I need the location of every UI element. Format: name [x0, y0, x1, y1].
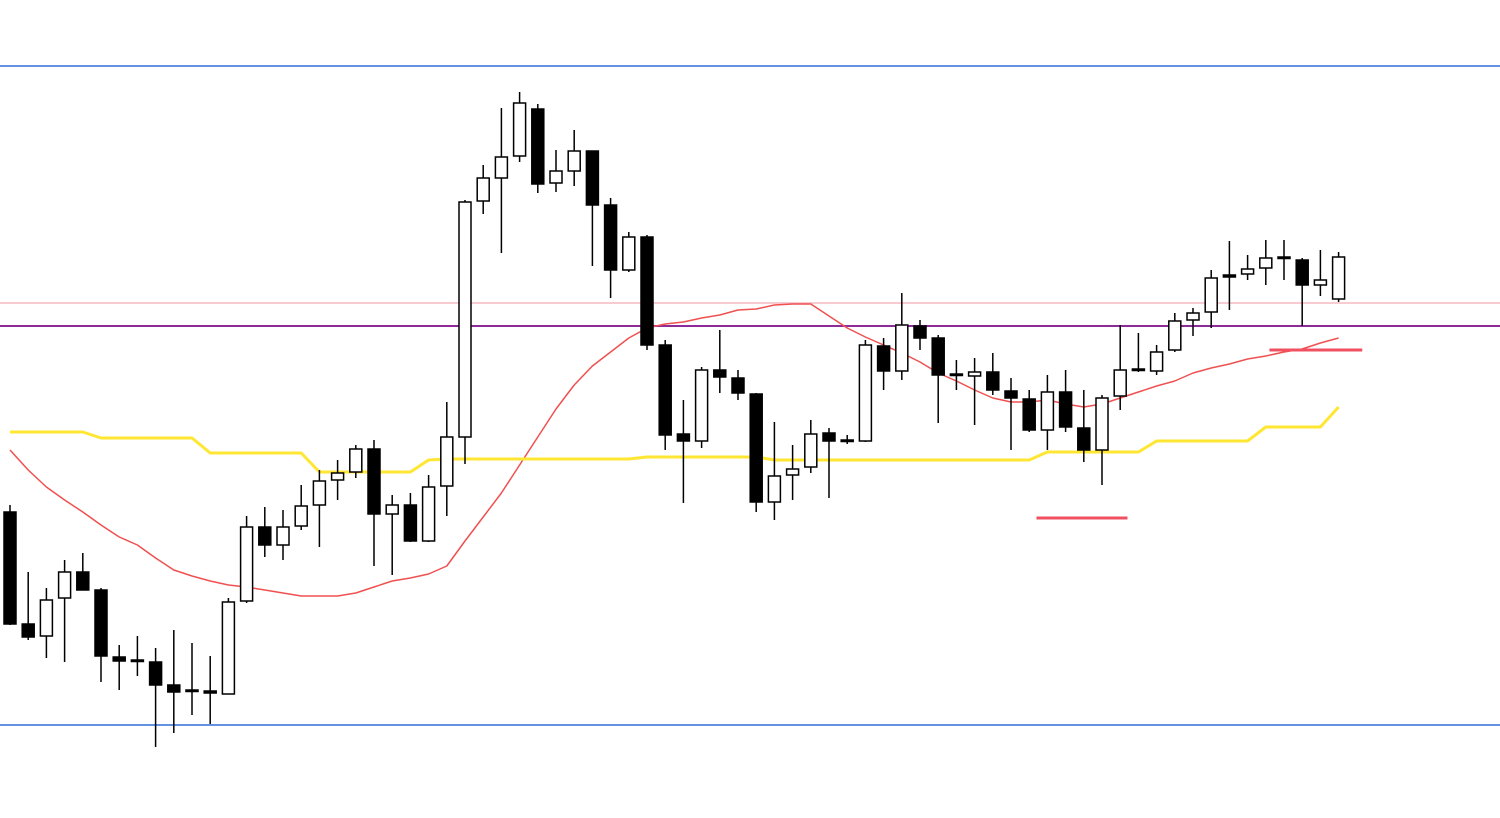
candle-body — [713, 369, 727, 378]
candle-body — [1240, 268, 1255, 275]
candle-body — [1095, 397, 1109, 451]
candle-body — [986, 371, 1000, 391]
candle-body — [1313, 279, 1328, 286]
candle-body — [1331, 256, 1346, 300]
candle-body — [167, 684, 181, 693]
candle-body — [858, 344, 873, 442]
candle-body — [1113, 369, 1127, 397]
candle-body — [21, 623, 35, 638]
candle-body — [512, 102, 527, 157]
candle-body — [640, 236, 654, 346]
candle-body — [949, 373, 964, 377]
candle-body — [3, 511, 17, 625]
candle-body — [367, 448, 381, 515]
indicator-line — [10, 405, 1340, 474]
candle-body — [749, 393, 763, 503]
candle-body — [76, 571, 90, 591]
candle-body — [1149, 351, 1164, 372]
candle-body — [1259, 257, 1273, 269]
candle-body — [840, 439, 854, 443]
candle-body — [185, 689, 199, 693]
candle-body — [931, 337, 945, 376]
candle-body — [1077, 427, 1091, 451]
candle-body — [39, 599, 54, 637]
candle-body — [330, 472, 345, 481]
indicator-line — [9, 303, 1339, 597]
candle-body — [785, 468, 800, 476]
candle-body — [895, 324, 909, 372]
candle-body — [1058, 391, 1073, 428]
candle-body — [239, 526, 254, 602]
candle-body — [458, 201, 472, 438]
candle-body — [913, 325, 927, 339]
candle-body — [203, 690, 217, 694]
candle-body — [822, 432, 836, 442]
candle-body — [385, 504, 399, 515]
candle-body — [1222, 274, 1237, 278]
candle-body — [567, 150, 581, 172]
candle-body — [349, 448, 363, 473]
candle-body — [494, 156, 509, 179]
candle-body — [1131, 368, 1146, 372]
candle-body — [94, 589, 108, 657]
candle-body — [258, 526, 272, 546]
candle-body — [1277, 256, 1291, 260]
candle-body — [148, 661, 163, 686]
candle-body — [403, 504, 418, 542]
candle-body — [585, 150, 600, 206]
candle-body — [1204, 277, 1218, 313]
candle-body — [549, 170, 563, 184]
candle-body — [731, 377, 745, 394]
candle-body — [421, 486, 436, 542]
candle-body — [440, 436, 454, 487]
candle-body — [221, 601, 236, 695]
candle-body — [1168, 320, 1182, 351]
candle-body — [1295, 259, 1309, 286]
candle-body — [312, 480, 327, 506]
candle-body — [130, 659, 145, 663]
candle-body — [531, 108, 545, 185]
candle-body — [276, 526, 290, 546]
candle-body — [603, 204, 618, 271]
candle-body — [1040, 391, 1055, 431]
candle-body — [804, 433, 818, 468]
candle-body — [294, 505, 308, 527]
candle-body — [1022, 398, 1036, 431]
candle-body — [658, 344, 672, 436]
candle-body — [57, 571, 72, 599]
candle-body — [1004, 390, 1018, 399]
candle-body — [1186, 312, 1200, 321]
candle-body — [967, 371, 982, 377]
candle-body — [622, 236, 636, 271]
candle-body — [767, 475, 782, 503]
candle-body — [476, 177, 490, 202]
candle-body — [112, 656, 126, 662]
candle-body — [694, 369, 709, 442]
candle-body — [876, 345, 891, 372]
candle-body — [676, 433, 691, 442]
